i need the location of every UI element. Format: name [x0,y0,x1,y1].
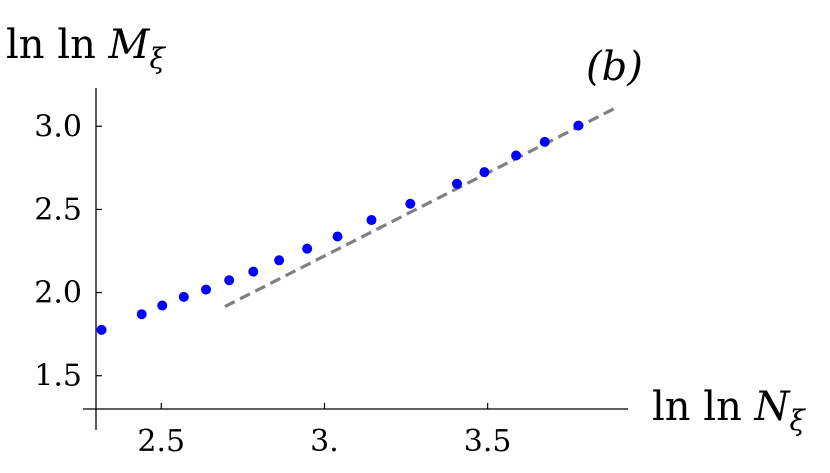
x-tick-label: 3. [310,424,339,459]
y-tick-label: 2.0 [34,276,82,311]
axes: 2.5 3. 3.5 1.5 2.0 2.5 3.0 [34,88,628,459]
data-point [573,120,584,131]
data-point [479,167,490,178]
data-point [224,275,235,286]
data-point [302,243,313,254]
x-tick-label: 2.5 [137,424,185,459]
data-point [451,178,462,189]
data-point [366,215,377,226]
data-point [539,136,550,147]
data-point [405,198,416,209]
y-axis-label: ln ln Mξ [6,22,167,75]
data-point [157,300,168,311]
fit-line [224,107,616,308]
data-point [511,150,522,161]
y-tick-label: 3.0 [34,109,82,144]
data-point [200,284,211,295]
x-axis-label: ln ln Nξ [652,384,807,437]
x-tick-label: 3.5 [464,424,512,459]
data-point [274,255,285,266]
data-point [332,231,343,242]
y-tick-label: 1.5 [34,359,82,394]
panel-label: (b) [586,44,643,90]
plot-marks [96,107,616,335]
data-point [178,291,189,302]
data-point [136,309,147,320]
data-point [248,266,259,277]
y-tick-label: 2.5 [34,192,82,227]
data-point [96,324,107,335]
